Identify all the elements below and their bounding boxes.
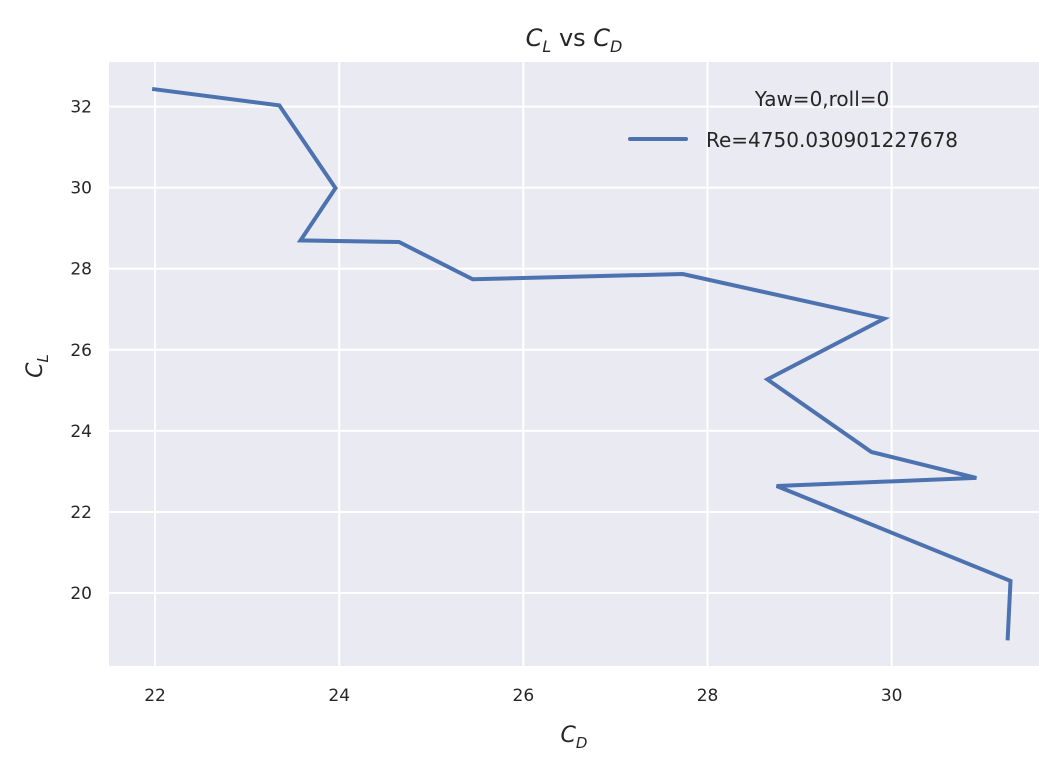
y-label-subscript: L [34,354,52,362]
series-lines [151,86,1013,641]
x-axis-label: CD [561,723,588,752]
series-line-0 [151,86,1013,641]
y-tick-labels: 20 22 24 26 28 30 32 [70,98,92,604]
y-axis-label: CL [23,354,52,378]
x-tick-label: 30 [881,686,903,706]
grid [109,62,1039,666]
title-vs: vs [551,24,593,52]
y-tick-label: 24 [70,422,92,442]
title-cd-symbol: C [593,24,610,52]
legend: Yaw=0,roll=0 Re=4750.030901227678 [628,87,958,152]
y-tick-label: 20 [70,584,92,604]
x-tick-labels: 22 24 26 28 30 [144,686,902,706]
legend-title: Yaw=0,roll=0 [754,87,890,111]
plot-background [109,62,1039,666]
y-tick-label: 22 [70,503,92,523]
x-tick-label: 22 [144,686,166,706]
y-tick-label: 26 [70,341,92,361]
y-tick-label: 28 [70,260,92,280]
x-tick-label: 24 [328,686,350,706]
y-tick-label: 30 [70,179,92,199]
title-cl-subscript: L [542,37,551,56]
chart-title: CL vs CD [526,24,623,56]
x-tick-label: 28 [697,686,719,706]
legend-entry-label: Re=4750.030901227678 [706,128,958,152]
x-label-subscript: D [576,734,588,752]
y-tick-label: 32 [70,98,92,118]
x-tick-label: 26 [513,686,535,706]
title-cd-subscript: D [610,37,622,56]
title-cl-symbol: C [526,24,543,52]
y-label-symbol: C [23,362,48,378]
x-label-symbol: C [561,723,577,748]
